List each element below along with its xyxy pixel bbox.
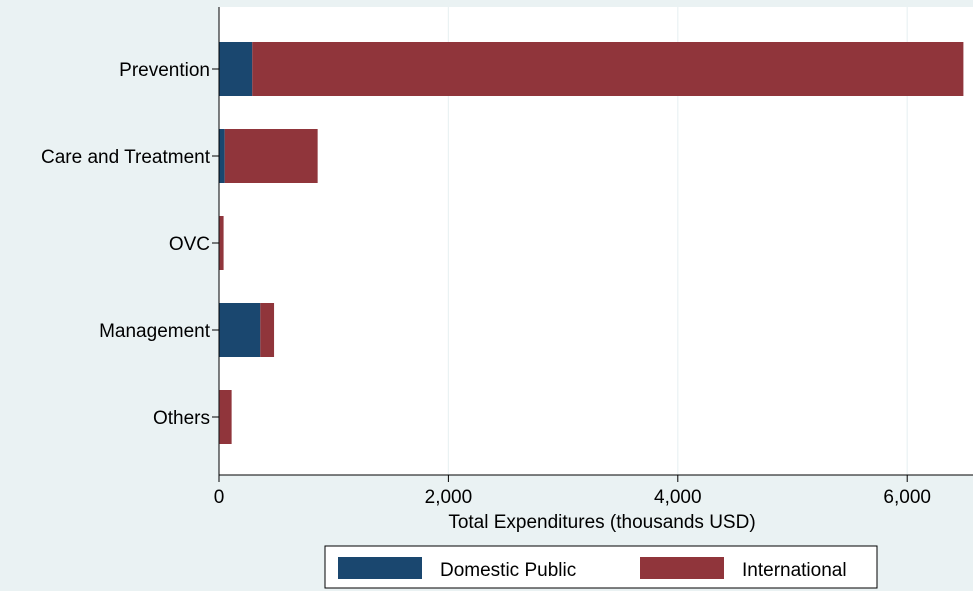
y-ticks: Prevention Care and Treatment OVC Managemen… xyxy=(41,60,219,429)
bar-care-and-treatment-international xyxy=(224,129,318,183)
legend-swatch-international xyxy=(640,557,724,579)
bar-prevention-international xyxy=(252,42,964,96)
bar-prevention-domestic-public xyxy=(219,42,253,96)
y-tick-label: Management xyxy=(99,321,211,342)
y-tick-label: OVC xyxy=(169,234,210,255)
y-tick-label: Prevention xyxy=(119,60,210,81)
bar-management-international xyxy=(260,303,275,357)
bar-others-international xyxy=(219,390,232,444)
bars xyxy=(219,42,964,444)
y-tick-label: Others xyxy=(153,408,210,429)
legend-label-domestic-public: Domestic Public xyxy=(440,560,576,581)
bar-management-domestic-public xyxy=(219,303,261,357)
x-tick-label: 4,000 xyxy=(654,487,702,508)
legend-box xyxy=(324,545,878,589)
legend: Domestic Public International xyxy=(324,545,878,589)
bar-ovc-international xyxy=(219,216,224,270)
x-axis-title: Total Expenditures (thousands USD) xyxy=(448,512,755,533)
x-tick-label: 0 xyxy=(214,487,225,508)
x-tick-label: 2,000 xyxy=(425,487,473,508)
x-tick-label: 6,000 xyxy=(883,487,931,508)
legend-swatch-domestic-public xyxy=(338,557,422,579)
x-ticks: 0 2,000 4,000 6,000 xyxy=(214,475,931,508)
legend-label-international: International xyxy=(742,560,847,581)
y-tick-label: Care and Treatment xyxy=(41,147,211,168)
bar-care-and-treatment-domestic-public xyxy=(219,129,225,183)
